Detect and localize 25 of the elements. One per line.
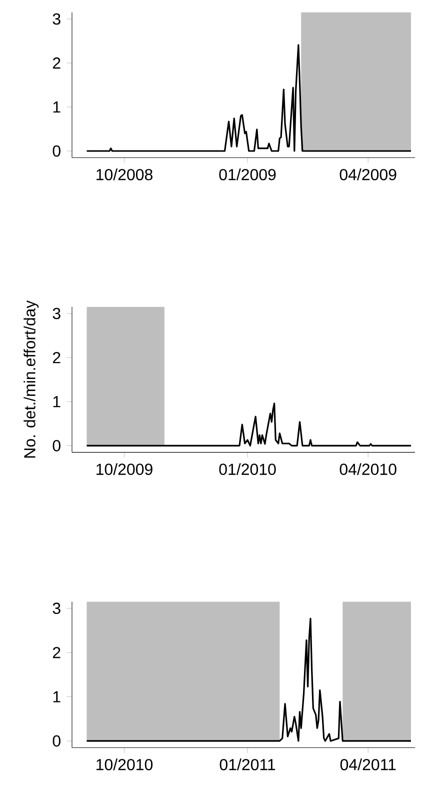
- y-tick-label: 1: [53, 691, 60, 702]
- x-tick-label: 10/2009: [96, 463, 152, 475]
- y-tick-label: 2: [52, 352, 60, 364]
- y-tick-label: 2: [52, 646, 60, 658]
- y-tick-label: 3: [52, 602, 60, 614]
- line-series: [86, 402, 412, 446]
- x-tick-label: 10/2008: [96, 168, 152, 180]
- x-tick-label: 04/2010: [340, 463, 396, 475]
- x-tick-label: 10/2010: [96, 758, 153, 770]
- y-tick-label: 3: [52, 308, 60, 320]
- y-tick-label: 0: [52, 735, 60, 747]
- x-tick-label: 01/2011: [220, 758, 276, 770]
- x-tick-label: 04/2009: [340, 168, 396, 180]
- y-tick-label: 1: [53, 396, 60, 408]
- line-series: [86, 618, 412, 742]
- y-tick-label: 0: [52, 440, 60, 452]
- y-tick-label: 1: [53, 102, 60, 113]
- line-series: [86, 44, 412, 152]
- x-tick-label: 01/2009: [219, 168, 276, 180]
- x-tick-label: 04/2011: [340, 758, 396, 770]
- x-tick-label: 01/2010: [219, 463, 276, 475]
- y-tick-label: 3: [52, 13, 60, 25]
- y-tick-label: 0: [52, 145, 60, 157]
- y-tick-label: 2: [52, 57, 60, 69]
- y-axis-title: No. det./min.effort/day: [24, 300, 39, 458]
